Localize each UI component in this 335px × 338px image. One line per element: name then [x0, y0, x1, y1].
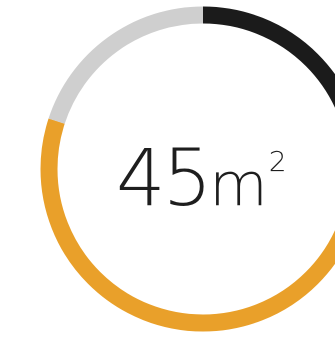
donut-segment-2: [40, 6, 335, 332]
center-label: 45m2: [116, 140, 287, 218]
donut-segment-3: [40, 6, 335, 332]
donut-segments: [40, 6, 335, 332]
center-unit-superscript: 2: [268, 145, 287, 178]
center-unit: m: [209, 150, 267, 220]
center-value: 45: [116, 134, 212, 224]
